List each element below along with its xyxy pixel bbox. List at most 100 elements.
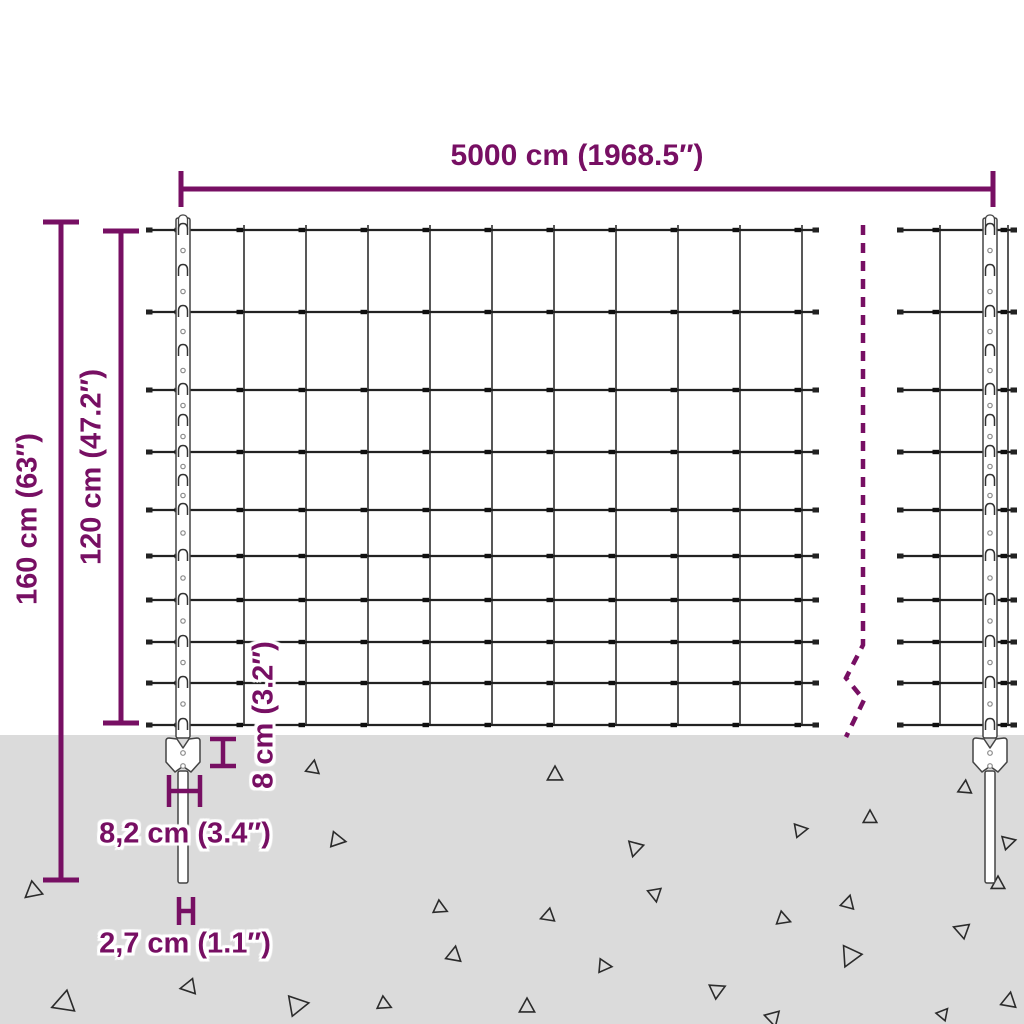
wire-end-cap	[897, 553, 904, 559]
post-hole	[987, 463, 993, 470]
wire-joint	[732, 309, 739, 315]
wire-joint	[236, 507, 243, 513]
gravel-triangle-icon	[762, 1010, 781, 1024]
wire-joint	[298, 597, 305, 603]
gravel-triangle-icon	[178, 977, 197, 995]
wire-joint	[1000, 722, 1007, 728]
post-hole	[180, 247, 186, 254]
gravel-triangle-icon	[329, 830, 348, 848]
wire-joint	[608, 449, 615, 455]
wire-joint	[732, 680, 739, 686]
wire-joint	[236, 680, 243, 686]
wire-joint	[794, 722, 801, 728]
wire-joint	[932, 387, 939, 393]
post-hole	[987, 659, 993, 666]
fence-post	[972, 214, 1008, 884]
wire-joint	[422, 553, 429, 559]
gravel-triangle-icon	[956, 778, 973, 794]
wire-joint	[484, 680, 491, 686]
ground	[0, 735, 1024, 1024]
wire-end-cap	[1010, 387, 1017, 393]
gravel-triangle-icon	[793, 822, 810, 839]
wire-clip	[177, 592, 189, 605]
wire-end-cap	[146, 227, 153, 233]
wire-joint	[236, 597, 243, 603]
wire-end-cap	[812, 722, 819, 728]
gravel-triangle-icon	[287, 994, 311, 1018]
wire-joint	[732, 227, 739, 233]
wire-end-cap	[812, 639, 819, 645]
wire-joint	[608, 309, 615, 315]
wire-joint	[236, 387, 243, 393]
wire-joint	[422, 680, 429, 686]
post-hole	[180, 659, 186, 666]
wire-end-cap	[897, 449, 904, 455]
wire-clip	[177, 382, 189, 395]
wire-joint	[546, 387, 553, 393]
wire-joint	[1000, 553, 1007, 559]
post-hole	[987, 575, 993, 581]
wire-joint	[422, 639, 429, 645]
post-hole	[987, 402, 993, 409]
wire-joint	[360, 639, 367, 645]
mesh-height-dimension-line	[103, 228, 139, 726]
wire-joint	[360, 722, 367, 728]
anchor-width-dimension-line	[166, 775, 203, 807]
wire-joint	[236, 639, 243, 645]
wire-joint	[1000, 680, 1007, 686]
wire-joint	[1000, 507, 1007, 513]
post-hole	[987, 530, 993, 536]
wire-joint	[546, 639, 553, 645]
wire-clip	[177, 634, 189, 647]
wire-clip	[177, 263, 189, 276]
gravel-triangle-icon	[934, 1007, 949, 1023]
wire-end-cap	[1010, 449, 1017, 455]
wire-joint	[932, 597, 939, 603]
gravel-triangle-icon	[951, 923, 971, 941]
wire-joint	[484, 449, 491, 455]
wire-joint	[422, 507, 429, 513]
post-hole	[987, 328, 993, 335]
wire-clip	[177, 343, 189, 356]
wire-joint	[1000, 227, 1007, 233]
wire-clip	[984, 413, 996, 426]
wire-joint	[608, 387, 615, 393]
post-hole	[180, 530, 186, 536]
wire-joint	[298, 227, 305, 233]
post-hole	[180, 618, 186, 624]
wire-clip	[177, 222, 189, 235]
wire-joint	[608, 597, 615, 603]
wire-joint	[236, 449, 243, 455]
wire-end-cap	[146, 680, 153, 686]
post-hole	[180, 463, 186, 470]
wire-end-cap	[812, 507, 819, 513]
wire-clip	[984, 343, 996, 356]
wire-joint	[670, 309, 677, 315]
wire-end-cap	[812, 553, 819, 559]
wire-joint	[608, 553, 615, 559]
wire-joint	[794, 507, 801, 513]
wire-clip	[177, 502, 189, 515]
wire-end-cap	[812, 227, 819, 233]
anchor-plate-hole	[987, 763, 993, 769]
wire-end-cap	[897, 722, 904, 728]
gravel-triangle-icon	[707, 984, 727, 1001]
wire-joint	[484, 722, 491, 728]
wire-joint	[670, 639, 677, 645]
wire-joint	[932, 553, 939, 559]
gravel-triangle-icon	[775, 909, 793, 925]
wire-joint	[732, 597, 739, 603]
wire-joint	[546, 680, 553, 686]
wire-joint	[422, 227, 429, 233]
gravel-triangle-icon	[304, 758, 321, 775]
wire-end-cap	[897, 387, 904, 393]
wire-end-cap	[812, 387, 819, 393]
wire-joint	[732, 387, 739, 393]
wire-end-cap	[1010, 227, 1017, 233]
wire-end-cap	[897, 597, 904, 603]
wire-end-cap	[897, 227, 904, 233]
wire-joint	[670, 680, 677, 686]
post-hole	[180, 701, 186, 707]
post-hole	[987, 701, 993, 707]
